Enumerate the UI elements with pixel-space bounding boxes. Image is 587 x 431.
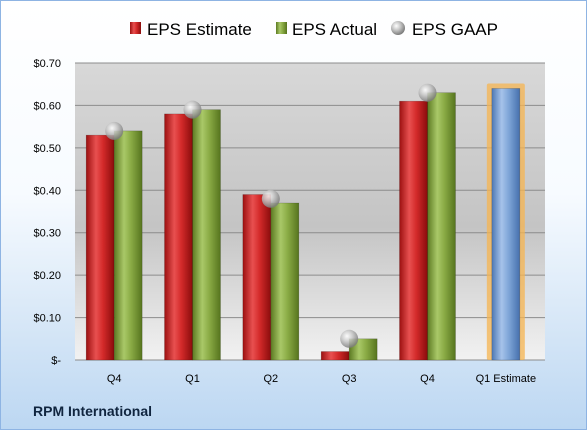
bar-q1-estimate (491, 88, 521, 361)
marker-eps-gaap (261, 189, 280, 208)
marker-eps-gaap (183, 100, 202, 119)
marker-eps-gaap (418, 83, 437, 102)
bar-eps-actual (113, 130, 143, 361)
y-tick-label: $0.20 (33, 270, 61, 282)
x-tick-label: Q2 (263, 373, 278, 385)
y-tick-label: $0.70 (33, 58, 61, 70)
bar-eps-estimate (242, 194, 272, 361)
chart-legend: EPS Estimate EPS Actual EPS GAAP (130, 20, 498, 39)
x-tick-label: Q1 Estimate (476, 373, 537, 385)
company-name: RPM International (33, 403, 153, 419)
x-tick-label: Q3 (342, 373, 357, 385)
y-tick-label: $- (51, 355, 61, 367)
y-tick-label: $0.60 (33, 100, 61, 112)
legend-label-eps-gaap: EPS GAAP (412, 20, 498, 39)
marker-eps-gaap (105, 121, 124, 140)
y-tick-label: $0.10 (33, 313, 61, 325)
bar-eps-actual (427, 92, 456, 361)
y-tick-label: $0.30 (33, 228, 61, 240)
bar-marks (85, 83, 525, 361)
plot-area (75, 63, 545, 360)
gridlines (75, 62, 545, 361)
bar-eps-estimate (85, 134, 115, 361)
x-tick-label: Q1 (185, 373, 200, 385)
legend-swatch-eps-actual (276, 22, 287, 34)
bar-eps-estimate (399, 100, 428, 361)
x-tick-label: Q4 (420, 373, 435, 385)
bar-eps-estimate (320, 351, 350, 361)
legend-swatch-eps-estimate (130, 22, 141, 34)
y-axis: $- $0.10 $0.20 $0.30 $0.40 $0.50 $0.60 $0.70 (33, 58, 61, 367)
legend-label-eps-actual: EPS Actual (292, 20, 377, 39)
legend-marker-eps-gaap (391, 21, 405, 35)
y-tick-label: $0.50 (33, 143, 61, 155)
x-axis: Q4 Q1 Q2 Q3 Q4 Q1 Estimate (107, 373, 536, 385)
x-tick-label: Q4 (107, 373, 122, 385)
bar-eps-estimate (164, 113, 193, 361)
bar-eps-actual (270, 202, 300, 361)
gaap-markers (105, 83, 437, 348)
marker-eps-gaap (340, 329, 359, 348)
y-tick-label: $0.40 (33, 185, 61, 197)
legend-label-eps-estimate: EPS Estimate (147, 20, 252, 39)
bar-eps-actual (192, 109, 221, 361)
